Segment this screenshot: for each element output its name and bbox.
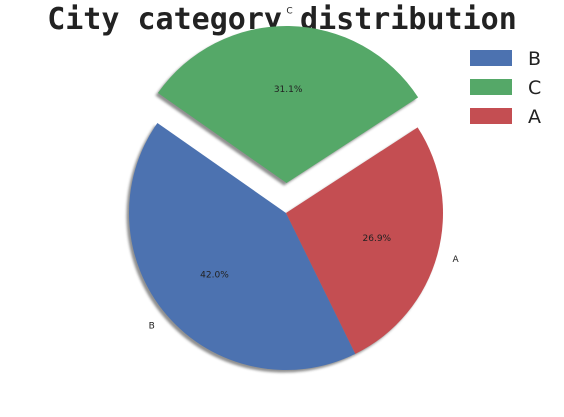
- legend-swatch-c: [470, 79, 512, 95]
- percentage-labels: 42.0% 26.9% 31.1%: [200, 85, 391, 280]
- legend-swatch-a: [470, 108, 512, 124]
- category-label-a: A: [453, 255, 460, 265]
- legend-label-b: B: [528, 48, 541, 70]
- pie-slices: [129, 26, 443, 370]
- pct-label-b: 42.0%: [200, 270, 229, 280]
- pie-slice-b: [129, 122, 356, 370]
- pct-label-a: 26.9%: [363, 234, 392, 244]
- category-labels: B A C: [149, 6, 460, 331]
- legend-label-a: A: [528, 106, 541, 128]
- pie-slice-c: [157, 26, 419, 184]
- legend-label-c: C: [528, 77, 541, 99]
- pie-slice-a: [286, 127, 443, 354]
- pct-label-c: 31.1%: [274, 85, 303, 95]
- category-label-b: B: [149, 321, 155, 331]
- legend-swatch-b: [470, 50, 512, 66]
- category-label-c: C: [286, 6, 292, 16]
- legend: BCA: [470, 48, 541, 128]
